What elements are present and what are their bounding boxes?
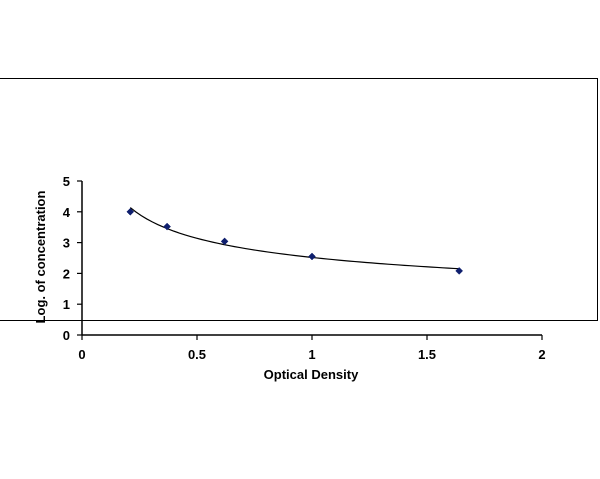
y-axis-title: Log. of concentration: [33, 191, 48, 324]
y-tick-label: 3: [63, 236, 70, 251]
x-axis-title: Optical Density: [264, 367, 359, 382]
x-tick-label: 1: [308, 347, 315, 362]
x-tick-label: 1.5: [418, 347, 436, 362]
y-tick-label: 4: [63, 205, 71, 220]
y-tick-label: 1: [63, 297, 70, 312]
data-point-marker: [163, 222, 171, 231]
data-point-marker: [126, 207, 135, 216]
x-tick-label: 0.5: [188, 347, 206, 362]
chart-frame: Log. of concentration Optical Density 0 1…: [0, 78, 598, 382]
x-tick-label: 0: [78, 347, 85, 362]
chart-svg: Log. of concentration Optical Density 0 1…: [33, 174, 546, 382]
y-tick-label: 5: [63, 174, 70, 189]
y-tick-label: 2: [63, 266, 70, 281]
data-point-marker: [455, 267, 464, 275]
x-tick-label: 2: [538, 347, 545, 362]
data-point-marker: [308, 252, 316, 261]
data-point-marker: [220, 237, 229, 246]
trendline: [129, 207, 460, 270]
y-tick-label: 0: [63, 328, 70, 343]
